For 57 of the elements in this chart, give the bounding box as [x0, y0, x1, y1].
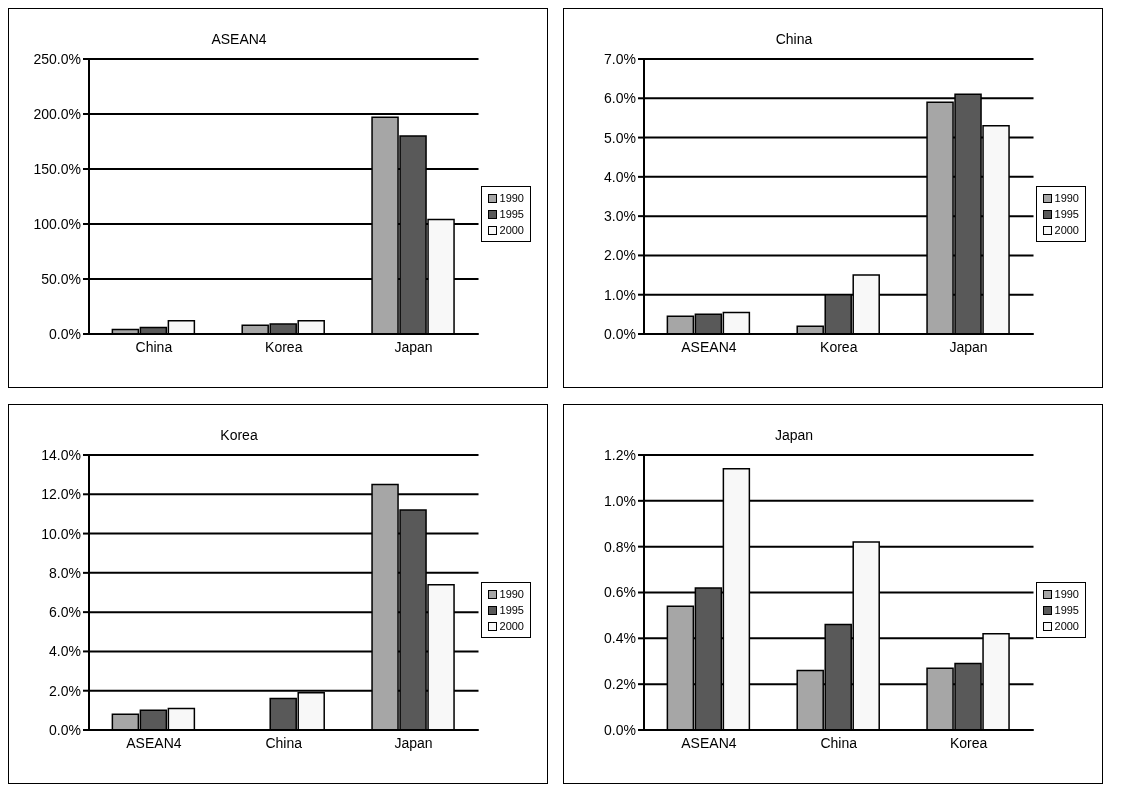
- legend-label: 1990: [1054, 191, 1079, 206]
- x-tick-label: ASEAN4: [681, 338, 737, 355]
- legend-label: 1995: [1054, 603, 1079, 618]
- y-tick-label: 0.0%: [49, 721, 81, 738]
- y-tick-label: 150.0%: [33, 160, 81, 177]
- x-tick-label: China: [135, 338, 173, 355]
- legend-label: 2000: [1054, 619, 1079, 634]
- legend-label: 1990: [499, 191, 524, 206]
- legend-label: 1990: [1054, 587, 1079, 602]
- chart-title: Korea: [219, 427, 259, 443]
- y-tick-label: 1.2%: [604, 446, 636, 463]
- y-tick-label: 7.0%: [604, 50, 636, 67]
- x-tick-label: ASEAN4: [126, 734, 182, 751]
- y-tick-label: 2.0%: [49, 682, 81, 699]
- y-tick-label: 0.8%: [604, 538, 636, 555]
- y-tick-label: 100.0%: [33, 215, 81, 232]
- chart-title: China: [774, 31, 814, 47]
- y-tick-label: 6.0%: [604, 90, 636, 107]
- legend-label: 2000: [1054, 223, 1079, 238]
- y-tick-label: 50.0%: [41, 270, 81, 287]
- y-tick-label: 4.0%: [604, 168, 636, 185]
- y-tick-label: 0.4%: [604, 630, 636, 647]
- legend-label: 2000: [499, 223, 524, 238]
- y-tick-label: 0.0%: [49, 325, 81, 342]
- y-tick-label: 250.0%: [33, 50, 81, 67]
- x-tick-label: Korea: [820, 338, 858, 355]
- y-tick-label: 0.0%: [604, 325, 636, 342]
- y-tick-label: 1.0%: [604, 286, 636, 303]
- y-tick-label: 0.6%: [604, 584, 636, 601]
- x-tick-label: Korea: [265, 338, 303, 355]
- y-tick-label: 1.0%: [604, 492, 636, 509]
- y-tick-label: 14.0%: [41, 446, 81, 463]
- y-tick-label: 10.0%: [41, 525, 81, 542]
- legend-label: 1995: [499, 603, 524, 618]
- y-tick-label: 5.0%: [604, 129, 636, 146]
- chart-title: Japan: [773, 427, 815, 443]
- y-tick-label: 200.0%: [33, 105, 81, 122]
- x-tick-label: Japan: [949, 338, 988, 355]
- legend-label: 1995: [499, 207, 524, 222]
- legend-label: 1990: [499, 587, 524, 602]
- y-tick-label: 8.0%: [49, 564, 81, 581]
- x-tick-label: China: [820, 734, 858, 751]
- legend-label: 1995: [1054, 207, 1079, 222]
- legend-label: 2000: [499, 619, 524, 634]
- y-tick-label: 2.0%: [604, 247, 636, 264]
- x-tick-label: Japan: [394, 338, 433, 355]
- x-tick-label: ASEAN4: [681, 734, 737, 751]
- chart-title: ASEAN4: [210, 31, 268, 47]
- y-tick-label: 0.2%: [604, 676, 636, 693]
- x-tick-label: Japan: [394, 734, 433, 751]
- y-tick-label: 12.0%: [41, 486, 81, 503]
- y-tick-label: 3.0%: [604, 208, 636, 225]
- x-tick-label: Korea: [949, 734, 988, 751]
- y-tick-label: 6.0%: [49, 604, 81, 621]
- x-tick-label: China: [265, 734, 303, 751]
- y-tick-label: 0.0%: [604, 721, 636, 738]
- y-tick-label: 4.0%: [49, 643, 81, 660]
